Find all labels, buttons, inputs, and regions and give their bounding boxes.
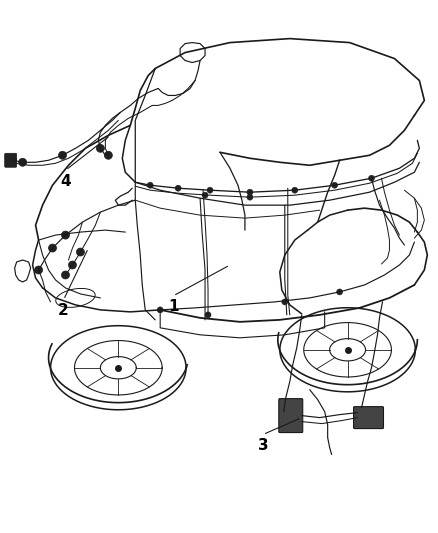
Circle shape xyxy=(292,187,298,193)
Circle shape xyxy=(49,244,57,252)
Circle shape xyxy=(61,231,70,239)
FancyBboxPatch shape xyxy=(279,399,303,433)
Circle shape xyxy=(337,289,343,295)
Circle shape xyxy=(9,156,17,164)
Circle shape xyxy=(282,299,288,305)
Circle shape xyxy=(175,185,181,191)
Circle shape xyxy=(205,312,211,318)
Circle shape xyxy=(104,151,112,159)
Circle shape xyxy=(147,182,153,188)
Circle shape xyxy=(59,151,67,159)
Circle shape xyxy=(35,266,42,274)
FancyBboxPatch shape xyxy=(353,407,384,429)
Circle shape xyxy=(207,187,213,193)
Circle shape xyxy=(247,194,253,200)
Text: 1: 1 xyxy=(168,300,178,314)
Circle shape xyxy=(68,261,77,269)
Text: 2: 2 xyxy=(58,303,69,318)
Circle shape xyxy=(96,144,104,152)
Text: 4: 4 xyxy=(60,174,71,189)
Circle shape xyxy=(19,158,27,166)
Circle shape xyxy=(247,189,253,195)
Text: 3: 3 xyxy=(258,438,268,453)
Circle shape xyxy=(368,175,374,181)
Circle shape xyxy=(202,192,208,198)
Circle shape xyxy=(332,182,338,188)
FancyBboxPatch shape xyxy=(5,154,17,167)
Circle shape xyxy=(157,307,163,313)
Circle shape xyxy=(61,271,70,279)
Circle shape xyxy=(77,248,85,256)
